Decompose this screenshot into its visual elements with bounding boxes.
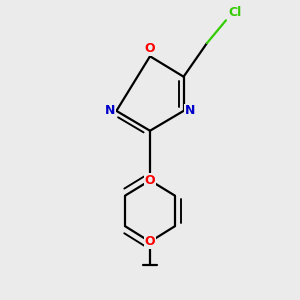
Text: O: O xyxy=(145,42,155,56)
Text: N: N xyxy=(105,104,116,117)
Text: Cl: Cl xyxy=(228,6,242,19)
Text: O: O xyxy=(145,174,155,187)
Text: O: O xyxy=(145,235,155,248)
Text: N: N xyxy=(184,104,195,117)
